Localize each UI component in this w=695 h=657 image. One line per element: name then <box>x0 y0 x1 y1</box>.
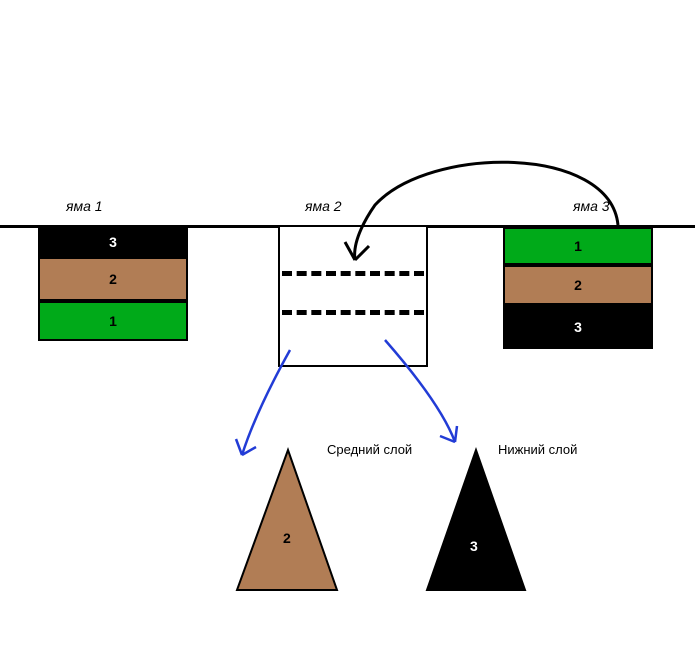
pit2-dash-2 <box>282 310 424 315</box>
triangle-middle-num: 2 <box>283 530 291 546</box>
pit3-layer-1: 1 <box>503 227 653 265</box>
pit2-dash-1 <box>282 271 424 276</box>
triangle-lower-num: 3 <box>470 538 478 554</box>
pit3-layer-2-num: 2 <box>574 277 582 293</box>
pit3-layer-2: 2 <box>503 265 653 305</box>
triangle-lower <box>427 450 525 590</box>
triangle-lower-label: Нижний слой <box>498 442 577 457</box>
pit1-layer-1: 1 <box>38 301 188 341</box>
pit3-layer-3-num: 3 <box>574 319 582 335</box>
pit1-layer-2-num: 2 <box>109 271 117 287</box>
pit3-label: яма 3 <box>573 198 610 214</box>
pit1-layer-2: 2 <box>38 257 188 301</box>
arrow-blue-right-head <box>440 426 457 442</box>
arrow-blue-left-head <box>236 439 256 455</box>
pit3-layer-1-num: 1 <box>574 238 582 254</box>
pit3-layer-3: 3 <box>503 305 653 349</box>
pit1-label: яма 1 <box>66 198 103 214</box>
pit1-layer-3-num: 3 <box>109 234 117 250</box>
pit1-layer-1-num: 1 <box>109 313 117 329</box>
diagram-canvas: яма 1 яма 2 яма 3 3 ,,,,,,,,,,,,,,,,,,,,… <box>0 0 695 657</box>
triangle-middle-label: Средний слой <box>327 442 412 457</box>
triangle-middle <box>237 450 337 590</box>
pit1-layer-3: 3 <box>38 227 188 257</box>
pit2-box <box>278 227 428 367</box>
pit2-label: яма 2 <box>305 198 342 214</box>
